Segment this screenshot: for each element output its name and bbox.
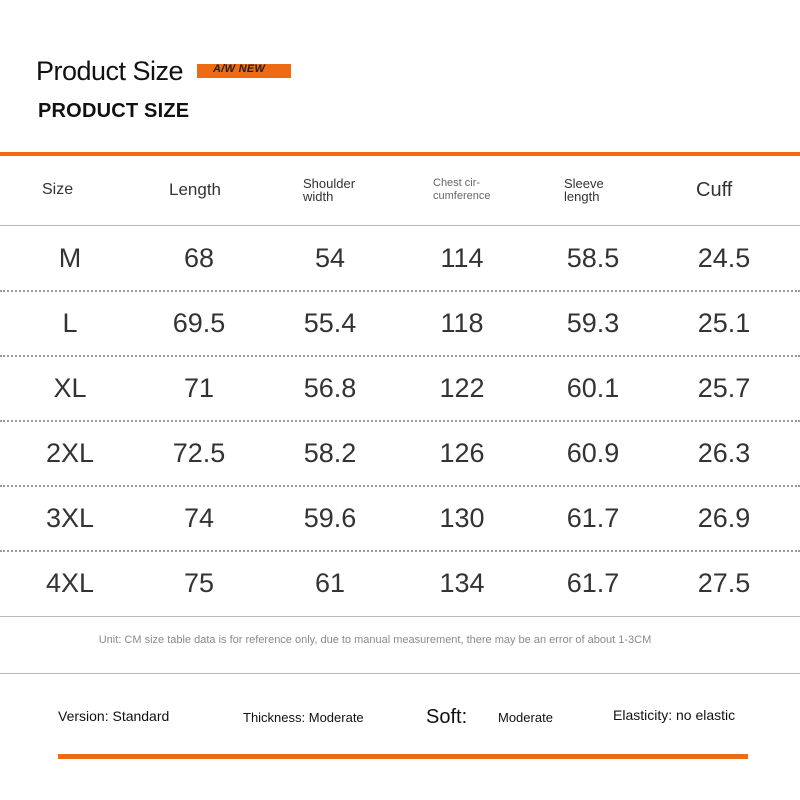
cell-size: 3XL [45,502,95,533]
table-row: XL 71 56.8 122 60.1 25.7 [0,357,800,422]
spec-elasticity: Elasticity: no elastic [613,707,736,723]
cell-chest: 126 [439,437,485,468]
cell-length: 74 [183,502,215,533]
cell-size: L [62,307,78,338]
cell-cuff: 27.5 [697,567,751,598]
title-tag-label: A/W NEW [213,63,266,75]
cell-chest: 118 [440,307,484,338]
table-row: M 68 54 114 58.5 24.5 [0,227,800,292]
cell-sleeve: 61.7 [566,567,620,598]
cell-length: 69.5 [172,307,226,338]
table-row: L 69.5 55.4 118 59.3 25.1 [0,292,800,357]
cell-shoulder: 56.8 [303,372,357,403]
column-header-chest-line1: Chest cir- [433,177,481,189]
cell-chest: 134 [439,567,485,598]
cell-size: 2XL [45,437,95,468]
cell-chest: 114 [440,242,484,273]
spec-thickness: Thickness: Moderate [243,710,364,725]
table-row: 2XL 72.5 58.2 126 60.9 26.3 [0,422,800,487]
cell-chest: 122 [439,372,485,403]
column-header-shoulder-line2: width [303,189,334,204]
cell-sleeve: 59.3 [566,307,620,338]
cell-size: M [58,242,82,273]
size-table-header: Size Length Shoulder width Chest cir- cu… [0,156,800,226]
column-header-sleeve-line2: length [564,189,600,204]
column-header-shoulder-line1: Shoulder [303,176,356,191]
cell-chest: 130 [439,502,485,533]
table-row: 3XL 74 59.6 130 61.7 26.9 [0,487,800,552]
page-title: Product Size [36,56,184,86]
spec-soft-label: Soft: [426,706,468,728]
cell-sleeve: 58.5 [566,242,620,273]
cell-cuff: 26.9 [697,502,751,533]
cell-cuff: 25.1 [697,307,751,338]
column-header-length: Length [169,180,221,199]
bottom-accent-bar [58,754,748,759]
cell-shoulder: 58.2 [303,437,357,468]
cell-sleeve: 60.1 [566,372,620,403]
cell-cuff: 25.7 [697,372,751,403]
cell-length: 72.5 [172,437,226,468]
cell-length: 75 [183,567,215,598]
cell-length: 68 [183,242,215,273]
cell-size: 4XL [45,567,95,598]
cell-sleeve: 60.9 [566,437,620,468]
column-header-sleeve: Sleeve length [564,156,604,224]
cell-cuff: 26.3 [697,437,751,468]
cell-length: 71 [183,372,215,403]
page-subtitle: PRODUCT SIZE [38,100,190,122]
table-row: 4XL 75 61 134 61.7 27.5 [0,552,800,617]
cell-cuff: 24.5 [697,242,751,273]
column-header-size: Size [42,181,74,198]
column-header-sleeve-line1: Sleeve [564,176,604,191]
cell-size: XL [53,372,87,403]
cell-shoulder: 59.6 [303,502,357,533]
column-header-cuff: Cuff [696,178,733,201]
column-header-shoulder: Shoulder width [303,156,355,224]
spec-soft-value: Moderate [498,710,553,725]
cell-shoulder: 61 [314,567,346,598]
column-header-chest: Chest cir- cumference [433,156,490,224]
spec-version: Version: Standard [58,708,170,724]
size-table-frame [0,152,800,674]
title-tag: A/W NEW [197,63,291,78]
cell-shoulder: 54 [314,242,346,273]
measurement-note: Unit: CM size table data is for referenc… [98,634,652,646]
cell-sleeve: 61.7 [566,502,620,533]
cell-shoulder: 55.4 [303,307,357,338]
column-header-chest-line2: cumference [433,190,491,202]
